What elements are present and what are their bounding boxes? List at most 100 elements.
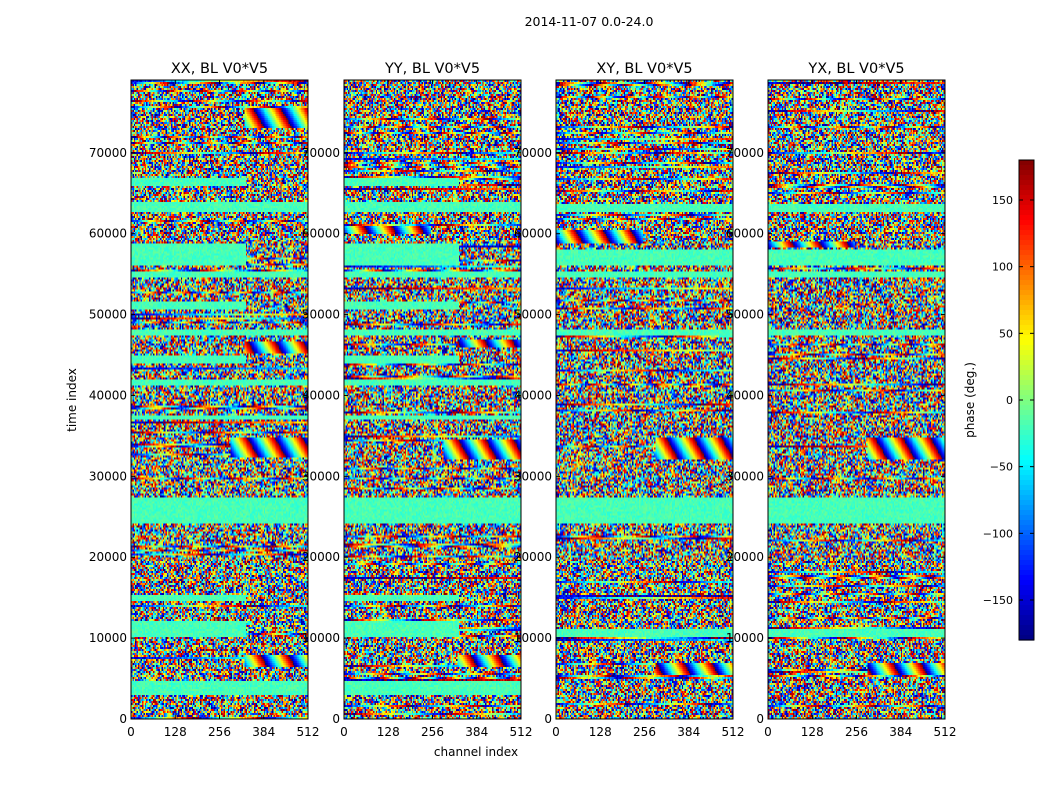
- colorbar-segment: [1019, 575, 1034, 581]
- y-tick-label: 0: [544, 712, 552, 726]
- colorbar-segment: [1019, 425, 1034, 431]
- colorbar-segment: [1019, 160, 1034, 166]
- y-tick-label: 70000: [89, 146, 127, 160]
- y-tick-label: 10000: [89, 631, 127, 645]
- figure-title: 2014-11-07 0.0-24.0: [525, 14, 654, 29]
- colorbar-segment: [1019, 380, 1034, 386]
- phase-heatmap-image: [768, 80, 945, 719]
- y-tick-label: 0: [119, 712, 127, 726]
- colorbar-segment: [1019, 245, 1034, 251]
- colorbar-segment: [1019, 330, 1034, 336]
- colorbar-segment: [1019, 450, 1034, 456]
- panel-title: XY, BL V0*V5: [596, 61, 692, 77]
- colorbar-segment: [1019, 210, 1034, 216]
- colorbar-segment: [1019, 525, 1034, 531]
- colorbar-segment: [1019, 370, 1034, 376]
- colorbar-tick-label: 100: [992, 261, 1013, 274]
- y-tick-label: 30000: [514, 469, 552, 483]
- y-tick-label: 20000: [302, 550, 340, 564]
- colorbar-segment: [1019, 390, 1034, 396]
- y-tick-label: 70000: [302, 146, 340, 160]
- colorbar-label: phase (deg.): [963, 362, 977, 438]
- colorbar-segment: [1019, 275, 1034, 281]
- colorbar-segment: [1019, 505, 1034, 511]
- panel-2: YY, BL V0*V5 0 128 256 384 512 0 10000 20000 3000…: [302, 61, 533, 739]
- y-tick-label: 60000: [302, 227, 340, 241]
- colorbar-segment: [1019, 255, 1034, 261]
- colorbar-segment: [1019, 475, 1034, 481]
- colorbar-segment: [1019, 555, 1034, 561]
- colorbar-segment: [1019, 460, 1034, 466]
- colorbar-segment: [1019, 385, 1034, 391]
- colorbar-segment: [1019, 295, 1034, 301]
- colorbar-segment: [1019, 305, 1034, 311]
- y-tick-label: 30000: [302, 469, 340, 483]
- colorbar-segment: [1019, 185, 1034, 191]
- colorbar-segment: [1019, 230, 1034, 236]
- y-tick-label: 20000: [514, 550, 552, 564]
- colorbar-segment: [1019, 430, 1034, 436]
- colorbar-segment: [1019, 345, 1034, 351]
- colorbar-segment: [1019, 175, 1034, 181]
- x-tick-label: 512: [934, 725, 957, 739]
- colorbar-segment: [1019, 625, 1034, 631]
- panel-title: YY, BL V0*V5: [384, 61, 480, 77]
- colorbar-segment: [1019, 420, 1034, 426]
- y-tick-label: 70000: [514, 146, 552, 160]
- x-tick-label: 384: [465, 725, 488, 739]
- y-tick-label: 60000: [726, 227, 764, 241]
- colorbar-segment: [1019, 580, 1034, 586]
- y-tick-label: 0: [756, 712, 764, 726]
- colorbar-segment: [1019, 415, 1034, 421]
- colorbar-segment: [1019, 400, 1034, 406]
- colorbar-segment: [1019, 545, 1034, 551]
- x-tick-label: 512: [510, 725, 533, 739]
- colorbar-segment: [1019, 395, 1034, 401]
- panel-4: YX, BL V0*V5 0 128 256 384 512 0 10000 20000 3000…: [726, 61, 957, 739]
- colorbar-segment: [1019, 435, 1034, 441]
- colorbar-segment: [1019, 180, 1034, 186]
- y-tick-label: 10000: [514, 631, 552, 645]
- colorbar-segment: [1019, 365, 1034, 371]
- colorbar-tick-label: −150: [983, 594, 1013, 607]
- x-tick-label: 384: [252, 725, 275, 739]
- colorbar-segment: [1019, 260, 1034, 266]
- y-tick-label: 50000: [726, 308, 764, 322]
- colorbar-segment: [1019, 285, 1034, 291]
- colorbar-segment: [1019, 300, 1034, 306]
- colorbar-segment: [1019, 220, 1034, 226]
- colorbar-tick-label: 150: [992, 194, 1013, 207]
- colorbar-segment: [1019, 510, 1034, 516]
- colorbar-segment: [1019, 480, 1034, 486]
- colorbar-segment: [1019, 320, 1034, 326]
- colorbar-segment: [1019, 270, 1034, 276]
- y-tick-label: 40000: [89, 388, 127, 402]
- panel-1: XX, BL V0*V5 0 128 256 384 512 0 10000 20000 3000…: [89, 61, 320, 739]
- phase-heatmap-image: [344, 80, 521, 719]
- panel-3: XY, BL V0*V5 0 128 256 384 512 0 10000 20000 3000…: [514, 61, 745, 739]
- y-tick-label: 0: [332, 712, 340, 726]
- x-tick-label: 512: [297, 725, 320, 739]
- colorbar-tick-label: 50: [999, 327, 1013, 340]
- y-tick-label: 50000: [302, 308, 340, 322]
- x-axis-label: channel index: [434, 745, 518, 759]
- x-tick-label: 0: [340, 725, 348, 739]
- x-tick-label: 128: [164, 725, 187, 739]
- x-tick-label: 128: [377, 725, 400, 739]
- y-tick-label: 10000: [302, 631, 340, 645]
- x-tick-label: 256: [421, 725, 444, 739]
- panels: XX, BL V0*V5 0 128 256 384 512 0 10000 20000 3000…: [89, 61, 957, 739]
- y-tick-label: 40000: [302, 388, 340, 402]
- colorbar-segment: [1019, 615, 1034, 621]
- x-tick-label: 256: [208, 725, 231, 739]
- colorbar-segment: [1019, 535, 1034, 541]
- colorbar-segment: [1019, 165, 1034, 171]
- colorbar-segment: [1019, 225, 1034, 231]
- x-tick-label: 512: [722, 725, 745, 739]
- colorbar-segment: [1019, 215, 1034, 221]
- colorbar-segment: [1019, 465, 1034, 471]
- y-tick-label: 50000: [89, 308, 127, 322]
- panel-title: XX, BL V0*V5: [171, 61, 268, 77]
- phase-heatmap-image: [131, 80, 308, 719]
- colorbar-segment: [1019, 410, 1034, 416]
